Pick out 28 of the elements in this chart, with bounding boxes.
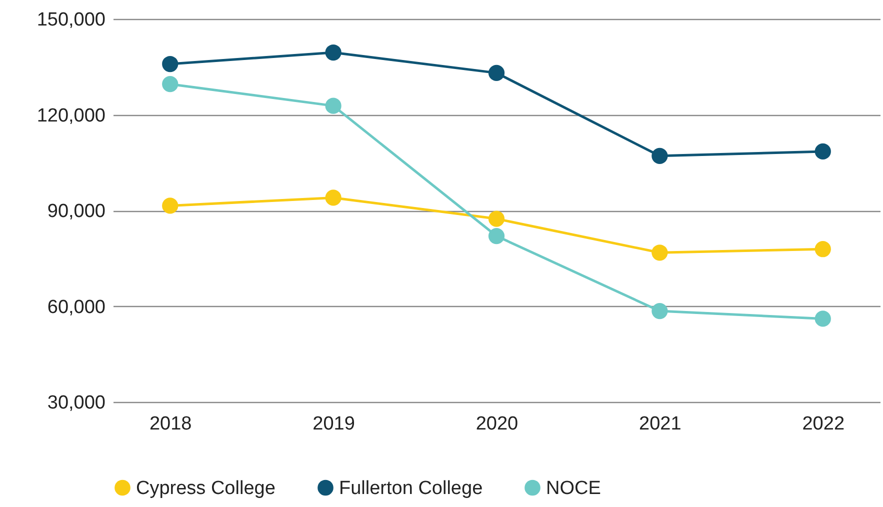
point <box>652 302 668 320</box>
y-tick-label: 30,000 <box>47 392 106 414</box>
y-tick-label: 150,000 <box>36 10 106 30</box>
point <box>488 228 505 244</box>
legend-label: Cypress College <box>136 478 276 499</box>
legend-label: NOCE <box>546 478 601 499</box>
point <box>162 198 178 214</box>
point <box>814 310 831 327</box>
x-tick-label: 2022 <box>802 414 845 434</box>
y-tick-label: 120,000 <box>36 105 106 126</box>
x-tick-label: 2020 <box>476 414 518 434</box>
point <box>652 244 668 261</box>
point <box>652 148 668 164</box>
point <box>162 76 178 92</box>
point <box>814 143 831 160</box>
y-tick-label: 90,000 <box>47 201 106 222</box>
y-tick-label: 60,000 <box>47 296 106 318</box>
point <box>325 98 342 114</box>
point <box>325 190 342 206</box>
point <box>814 241 831 258</box>
legend-label: Fullerton College <box>339 478 483 499</box>
point <box>488 64 505 81</box>
x-tick-label: 2021 <box>639 414 682 434</box>
point <box>488 210 505 227</box>
x-tick-label: 2018 <box>149 414 192 434</box>
x-tick-label: 2019 <box>312 414 355 434</box>
point <box>162 56 178 72</box>
point <box>325 44 342 61</box>
